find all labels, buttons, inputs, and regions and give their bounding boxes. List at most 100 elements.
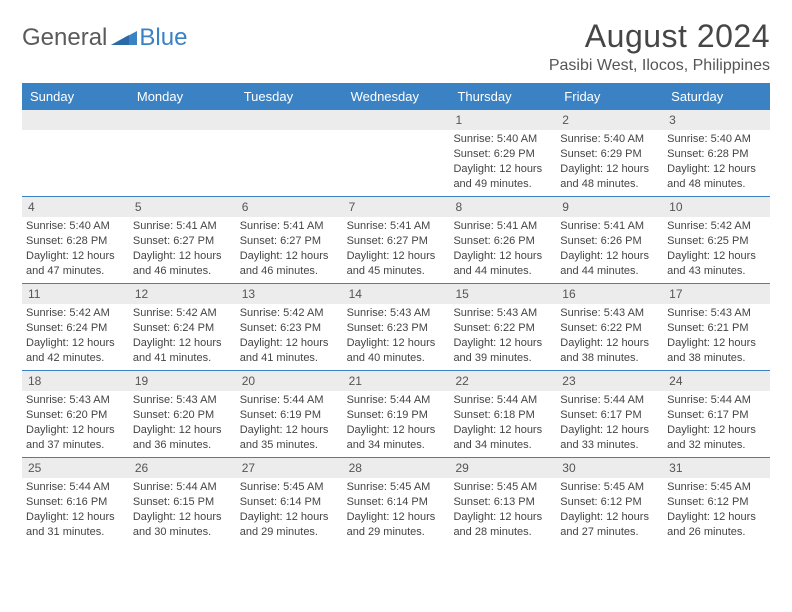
day-number: 4 (22, 197, 129, 217)
calendar-cell: 18Sunrise: 5:43 AMSunset: 6:20 PMDayligh… (22, 371, 129, 457)
day-details: Sunrise: 5:45 AMSunset: 6:14 PMDaylight:… (343, 480, 450, 539)
daylight-line: Daylight: 12 hours and 33 minutes. (560, 423, 657, 453)
day-details: Sunrise: 5:44 AMSunset: 6:18 PMDaylight:… (449, 393, 556, 452)
day-number: 31 (663, 458, 770, 478)
day-number: 25 (22, 458, 129, 478)
day-number: 3 (663, 110, 770, 130)
sunrise-line: Sunrise: 5:43 AM (133, 393, 230, 408)
sunset-line: Sunset: 6:26 PM (453, 234, 550, 249)
sunrise-line: Sunrise: 5:44 AM (26, 480, 123, 495)
calendar-cell: 8Sunrise: 5:41 AMSunset: 6:26 PMDaylight… (449, 197, 556, 283)
sunset-line: Sunset: 6:14 PM (240, 495, 337, 510)
sunset-line: Sunset: 6:22 PM (453, 321, 550, 336)
sunset-line: Sunset: 6:27 PM (133, 234, 230, 249)
sunrise-line: Sunrise: 5:40 AM (26, 219, 123, 234)
day-details: Sunrise: 5:41 AMSunset: 6:27 PMDaylight:… (236, 219, 343, 278)
day-details: Sunrise: 5:43 AMSunset: 6:20 PMDaylight:… (22, 393, 129, 452)
daylight-line: Daylight: 12 hours and 39 minutes. (453, 336, 550, 366)
calendar-cell: 26Sunrise: 5:44 AMSunset: 6:15 PMDayligh… (129, 458, 236, 544)
calendar-cell: 14Sunrise: 5:43 AMSunset: 6:23 PMDayligh… (343, 284, 450, 370)
day-number: 12 (129, 284, 236, 304)
sunset-line: Sunset: 6:19 PM (240, 408, 337, 423)
logo-text-blue: Blue (139, 24, 187, 52)
sunrise-line: Sunrise: 5:41 AM (240, 219, 337, 234)
day-details: Sunrise: 5:44 AMSunset: 6:19 PMDaylight:… (343, 393, 450, 452)
day-details: Sunrise: 5:40 AMSunset: 6:28 PMDaylight:… (663, 132, 770, 191)
sunrise-line: Sunrise: 5:41 AM (560, 219, 657, 234)
daylight-line: Daylight: 12 hours and 40 minutes. (347, 336, 444, 366)
sunrise-line: Sunrise: 5:44 AM (667, 393, 764, 408)
weekday-header: Friday (556, 83, 663, 110)
calendar-cell: 24Sunrise: 5:44 AMSunset: 6:17 PMDayligh… (663, 371, 770, 457)
calendar-week: 11Sunrise: 5:42 AMSunset: 6:24 PMDayligh… (22, 283, 770, 370)
calendar-cell: 23Sunrise: 5:44 AMSunset: 6:17 PMDayligh… (556, 371, 663, 457)
day-number: 6 (236, 197, 343, 217)
calendar-body: 1Sunrise: 5:40 AMSunset: 6:29 PMDaylight… (22, 110, 770, 544)
sunset-line: Sunset: 6:20 PM (26, 408, 123, 423)
day-details: Sunrise: 5:42 AMSunset: 6:23 PMDaylight:… (236, 306, 343, 365)
sunrise-line: Sunrise: 5:42 AM (26, 306, 123, 321)
calendar-week: 25Sunrise: 5:44 AMSunset: 6:16 PMDayligh… (22, 457, 770, 544)
daylight-line: Daylight: 12 hours and 34 minutes. (347, 423, 444, 453)
daylight-line: Daylight: 12 hours and 28 minutes. (453, 510, 550, 540)
sunrise-line: Sunrise: 5:45 AM (347, 480, 444, 495)
weekday-header: Sunday (22, 83, 129, 110)
daylight-line: Daylight: 12 hours and 42 minutes. (26, 336, 123, 366)
daylight-line: Daylight: 12 hours and 49 minutes. (453, 162, 550, 192)
sunrise-line: Sunrise: 5:45 AM (667, 480, 764, 495)
day-number: 9 (556, 197, 663, 217)
day-details: Sunrise: 5:43 AMSunset: 6:23 PMDaylight:… (343, 306, 450, 365)
day-number (236, 110, 343, 130)
sunrise-line: Sunrise: 5:41 AM (133, 219, 230, 234)
sunset-line: Sunset: 6:24 PM (133, 321, 230, 336)
day-number: 16 (556, 284, 663, 304)
calendar-cell: 22Sunrise: 5:44 AMSunset: 6:18 PMDayligh… (449, 371, 556, 457)
calendar-cell: 13Sunrise: 5:42 AMSunset: 6:23 PMDayligh… (236, 284, 343, 370)
calendar-cell: 25Sunrise: 5:44 AMSunset: 6:16 PMDayligh… (22, 458, 129, 544)
day-number: 11 (22, 284, 129, 304)
sunrise-line: Sunrise: 5:41 AM (347, 219, 444, 234)
calendar-week: 18Sunrise: 5:43 AMSunset: 6:20 PMDayligh… (22, 370, 770, 457)
calendar-cell: 20Sunrise: 5:44 AMSunset: 6:19 PMDayligh… (236, 371, 343, 457)
calendar-cell (343, 110, 450, 196)
day-details: Sunrise: 5:41 AMSunset: 6:26 PMDaylight:… (556, 219, 663, 278)
weekday-header: Saturday (663, 83, 770, 110)
day-number: 29 (449, 458, 556, 478)
daylight-line: Daylight: 12 hours and 45 minutes. (347, 249, 444, 279)
sunrise-line: Sunrise: 5:45 AM (240, 480, 337, 495)
sunset-line: Sunset: 6:21 PM (667, 321, 764, 336)
calendar-cell: 21Sunrise: 5:44 AMSunset: 6:19 PMDayligh… (343, 371, 450, 457)
calendar-cell: 28Sunrise: 5:45 AMSunset: 6:14 PMDayligh… (343, 458, 450, 544)
day-details: Sunrise: 5:43 AMSunset: 6:21 PMDaylight:… (663, 306, 770, 365)
sunrise-line: Sunrise: 5:43 AM (453, 306, 550, 321)
day-number (343, 110, 450, 130)
day-details: Sunrise: 5:44 AMSunset: 6:16 PMDaylight:… (22, 480, 129, 539)
day-details: Sunrise: 5:43 AMSunset: 6:22 PMDaylight:… (449, 306, 556, 365)
sunset-line: Sunset: 6:17 PM (667, 408, 764, 423)
sunset-line: Sunset: 6:12 PM (667, 495, 764, 510)
daylight-line: Daylight: 12 hours and 31 minutes. (26, 510, 123, 540)
sunset-line: Sunset: 6:23 PM (240, 321, 337, 336)
sunrise-line: Sunrise: 5:44 AM (453, 393, 550, 408)
sunrise-line: Sunrise: 5:43 AM (26, 393, 123, 408)
sunset-line: Sunset: 6:17 PM (560, 408, 657, 423)
calendar-cell (236, 110, 343, 196)
weekday-header-row: SundayMondayTuesdayWednesdayThursdayFrid… (22, 83, 770, 110)
day-number: 18 (22, 371, 129, 391)
calendar-cell: 10Sunrise: 5:42 AMSunset: 6:25 PMDayligh… (663, 197, 770, 283)
calendar-cell: 27Sunrise: 5:45 AMSunset: 6:14 PMDayligh… (236, 458, 343, 544)
day-details: Sunrise: 5:42 AMSunset: 6:24 PMDaylight:… (22, 306, 129, 365)
calendar-week: 1Sunrise: 5:40 AMSunset: 6:29 PMDaylight… (22, 110, 770, 196)
day-details: Sunrise: 5:40 AMSunset: 6:29 PMDaylight:… (449, 132, 556, 191)
calendar-cell: 30Sunrise: 5:45 AMSunset: 6:12 PMDayligh… (556, 458, 663, 544)
calendar: SundayMondayTuesdayWednesdayThursdayFrid… (22, 83, 770, 544)
sunset-line: Sunset: 6:22 PM (560, 321, 657, 336)
logo-text-general: General (22, 24, 107, 52)
day-details: Sunrise: 5:45 AMSunset: 6:13 PMDaylight:… (449, 480, 556, 539)
daylight-line: Daylight: 12 hours and 43 minutes. (667, 249, 764, 279)
day-number: 1 (449, 110, 556, 130)
day-details: Sunrise: 5:40 AMSunset: 6:29 PMDaylight:… (556, 132, 663, 191)
daylight-line: Daylight: 12 hours and 38 minutes. (560, 336, 657, 366)
day-number: 24 (663, 371, 770, 391)
day-details: Sunrise: 5:41 AMSunset: 6:27 PMDaylight:… (129, 219, 236, 278)
